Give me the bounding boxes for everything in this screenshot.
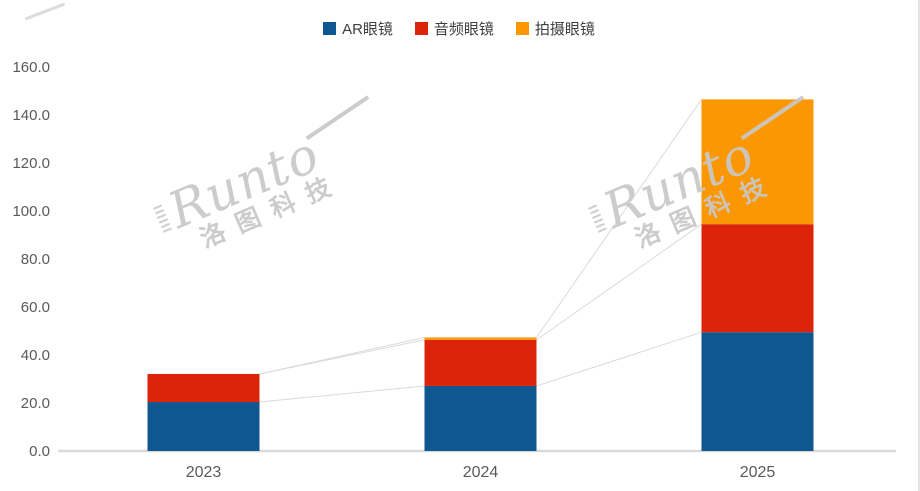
legend-label-camera-glasses: 拍摄眼镜 — [534, 21, 595, 38]
bar-segment-2023 — [147, 402, 260, 451]
legend-item-audio-glasses: 音频眼镜 — [414, 18, 494, 39]
legend-item-camera-glasses: 拍摄眼镜 — [515, 18, 595, 39]
bar-segment-2025 — [701, 224, 814, 333]
bar-segment-2024 — [424, 385, 537, 451]
y-axis-tick-label: 0.0 — [29, 443, 50, 460]
legend-label-audio-glasses: 音频眼镜 — [433, 21, 494, 38]
series-connector-line — [536, 223, 702, 341]
y-axis-tick-label: 60.0 — [21, 299, 50, 316]
legend-swatch-ar-glasses — [323, 22, 337, 35]
chart-legend: AR眼镜 音频眼镜 拍摄眼镜 — [0, 18, 918, 39]
y-axis-tick-label: 80.0 — [21, 251, 50, 268]
x-axis-category-label: 2023 — [186, 464, 222, 481]
bar-segment-2025 — [701, 99, 814, 225]
bar-segment-2024 — [424, 337, 537, 340]
y-axis-tick-label: 100.0 — [12, 203, 50, 220]
bar-segment-2024 — [424, 339, 537, 386]
y-axis-tick-label: 120.0 — [12, 155, 50, 172]
x-axis-category-label: 2024 — [463, 464, 499, 481]
series-connector-line — [259, 336, 425, 375]
legend-swatch-audio-glasses — [414, 22, 428, 35]
legend-label-ar-glasses: AR眼镜 — [342, 21, 393, 38]
x-axis-category-label: 2025 — [740, 464, 776, 481]
series-connector-line — [536, 331, 702, 387]
bar-segment-2023 — [147, 373, 260, 403]
series-connector-line — [259, 385, 425, 403]
bar-segment-2025 — [701, 332, 814, 451]
y-axis-tick-label: 20.0 — [21, 395, 50, 412]
legend-swatch-camera-glasses — [515, 22, 529, 35]
y-axis-tick-label: 140.0 — [12, 107, 50, 124]
series-connector-line — [536, 99, 702, 338]
y-axis-tick-label: 40.0 — [21, 347, 50, 364]
y-axis-tick-label: 160.0 — [12, 59, 50, 76]
legend-item-ar-glasses: AR眼镜 — [323, 18, 393, 39]
